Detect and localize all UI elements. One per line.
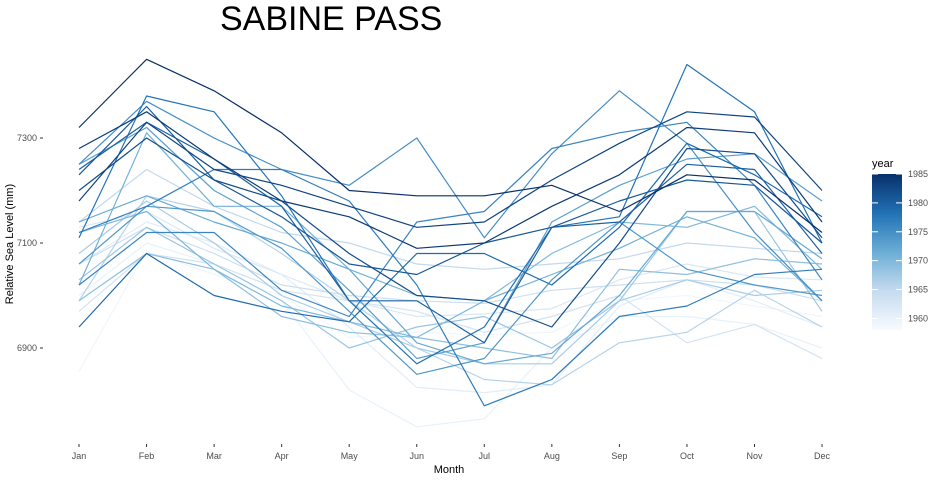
series-line-1969	[78, 252, 823, 360]
series-line-1970	[78, 205, 823, 339]
y-axis-title: Relative Sea Level (mm)	[4, 184, 16, 304]
legend-colorbar	[872, 174, 902, 330]
series-line-1981	[78, 105, 823, 276]
series-line-1965	[78, 168, 823, 270]
series-line-1976	[78, 121, 823, 318]
legend-label-1980: 1980	[908, 198, 928, 208]
legend-title: year	[872, 158, 894, 170]
x-tick-label-nov: Nov	[746, 451, 763, 461]
x-axis: Jan Feb Mar Apr May Jun Jul Aug Sep Oct Nov Dec	[72, 444, 831, 461]
x-tick-label-jul: Jul	[479, 451, 491, 461]
series-line-1960	[78, 242, 823, 428]
series-line-1973	[78, 126, 823, 360]
x-tick-label-jan: Jan	[72, 451, 87, 461]
legend-ticks: 1960 1965 1970 1975 1980 1985	[872, 169, 928, 323]
legend-label-1975: 1975	[908, 227, 928, 237]
series-line-1959	[78, 250, 823, 372]
x-tick-label-dec: Dec	[814, 451, 831, 461]
x-tick-label-mar: Mar	[206, 451, 222, 461]
x-axis-title: Month	[434, 464, 465, 476]
series-line-1984	[78, 111, 823, 249]
series-line-1980	[78, 121, 823, 344]
series-line-1975	[78, 90, 823, 302]
x-tick-label-feb: Feb	[139, 451, 155, 461]
legend-label-1960: 1960	[908, 313, 928, 323]
y-tick-label-7300: 7300	[17, 133, 37, 143]
legend-label-1970: 1970	[908, 256, 928, 266]
series-line-1974	[78, 205, 823, 375]
series-line-1967	[78, 200, 823, 365]
series-line-1966	[78, 195, 823, 386]
y-axis: 6900 7100 7300	[17, 133, 43, 353]
series-line-1979	[78, 142, 823, 328]
x-tick-label-may: May	[341, 451, 359, 461]
legend: year 1960 1965 1970 1975 1980 1985	[872, 158, 928, 330]
x-tick-label-sep: Sep	[611, 451, 627, 461]
series-line-1964	[78, 226, 823, 304]
series-line-1985	[78, 58, 823, 233]
x-tick-label-aug: Aug	[544, 451, 560, 461]
y-tick-label-7100: 7100	[17, 238, 37, 248]
series-line-1972	[78, 195, 823, 365]
series-line-1983	[78, 111, 823, 228]
series-line-1962	[78, 210, 823, 318]
plot-lines	[78, 58, 823, 428]
series-line-1961	[78, 221, 823, 394]
x-tick-label-apr: Apr	[275, 451, 289, 461]
y-tick-label-6900: 6900	[17, 343, 37, 353]
series-line-1982	[78, 137, 823, 328]
legend-label-1985: 1985	[908, 169, 928, 179]
legend-label-1965: 1965	[908, 285, 928, 295]
chart-title: SABINE PASS	[220, 0, 442, 38]
x-tick-label-jun: Jun	[409, 451, 424, 461]
series-line-1978	[78, 63, 823, 365]
x-tick-label-oct: Oct	[680, 451, 695, 461]
